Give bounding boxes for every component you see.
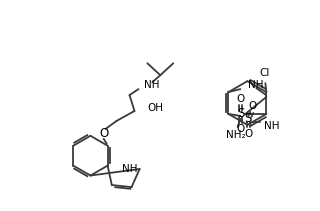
Text: O: O bbox=[248, 101, 256, 111]
Text: O: O bbox=[99, 127, 108, 140]
Text: NH: NH bbox=[264, 121, 280, 131]
Text: S: S bbox=[245, 112, 252, 125]
Text: NH: NH bbox=[122, 164, 138, 174]
Text: NH₂: NH₂ bbox=[226, 130, 245, 140]
Text: NH: NH bbox=[248, 80, 264, 90]
Text: O: O bbox=[236, 124, 245, 134]
Text: OH: OH bbox=[148, 103, 164, 113]
Text: Cl: Cl bbox=[259, 68, 269, 78]
Text: O: O bbox=[236, 94, 245, 104]
Text: O: O bbox=[244, 129, 252, 139]
Text: S: S bbox=[237, 107, 244, 120]
Text: NH: NH bbox=[144, 80, 160, 90]
